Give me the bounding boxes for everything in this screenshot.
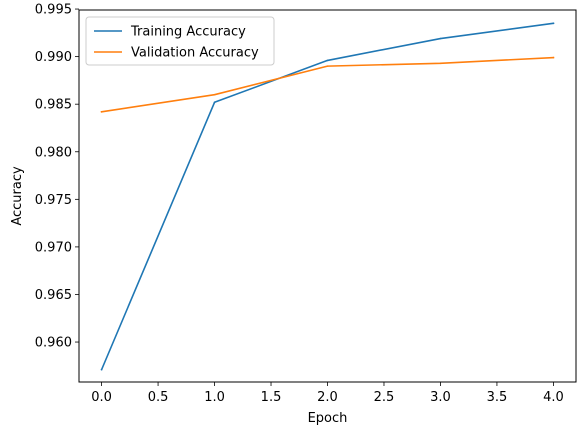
x-axis-label: Epoch: [308, 411, 348, 426]
x-tick-label: 0.5: [148, 390, 169, 405]
y-axis-label: Accuracy: [10, 166, 25, 226]
y-tick-label: 0.990: [35, 50, 72, 65]
data-point-1-0: [100, 111, 103, 113]
y-tick-label: 0.995: [35, 3, 72, 18]
x-tick-label: 0.0: [91, 390, 112, 405]
x-tick-label: 1.5: [261, 390, 282, 405]
data-point-1-1: [213, 93, 216, 96]
x-tick-label: 1.0: [204, 390, 225, 405]
x-tick-label: 2.0: [317, 390, 338, 405]
y-tick-label: 0.965: [35, 288, 72, 303]
x-tick-label: 3.0: [430, 390, 451, 405]
y-tick-label: 0.980: [35, 145, 72, 160]
data-point-0-3: [439, 37, 442, 40]
legend-label-validation: Validation Accuracy: [131, 46, 259, 61]
y-tick-label: 0.985: [35, 98, 72, 113]
data-point-0-0: [100, 368, 103, 371]
data-point-1-3: [439, 62, 442, 65]
x-tick-label: 3.5: [487, 390, 508, 405]
data-point-1-4: [552, 56, 555, 59]
y-tick-label: 0.960: [35, 336, 72, 351]
x-tick-label: 2.5: [374, 390, 395, 405]
data-point-0-1: [213, 101, 216, 104]
data-point-1-2: [326, 65, 329, 67]
legend-label-training: Training Accuracy: [130, 25, 246, 40]
data-point-0-2: [326, 59, 329, 62]
data-point-0-4: [552, 22, 555, 25]
series-line-0: [100, 22, 555, 371]
y-tick-label: 0.970: [35, 240, 72, 255]
legend-box: [85, 16, 275, 66]
legend: Training Accuracy Validation Accuracy: [85, 16, 275, 66]
y-tick-label: 0.975: [35, 193, 72, 208]
x-tick-label: 4.0: [543, 390, 564, 405]
